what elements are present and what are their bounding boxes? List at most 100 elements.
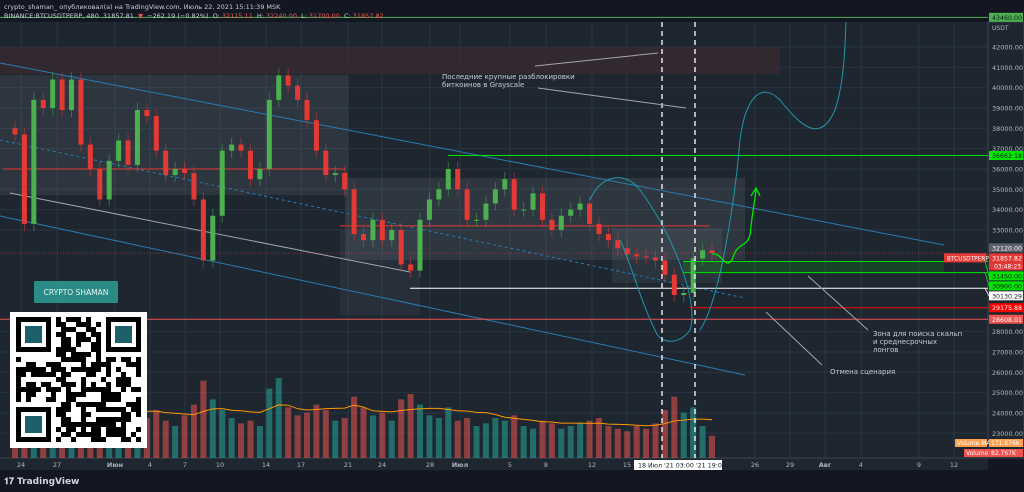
candle bbox=[87, 144, 93, 169]
price-label-box bbox=[989, 281, 1023, 291]
qr-module bbox=[61, 337, 66, 342]
qr-module bbox=[56, 412, 61, 417]
tradingview-logo[interactable]: 𝟏𝟕 TradingView bbox=[4, 477, 79, 487]
volume-bar bbox=[360, 407, 367, 458]
symbol-name[interactable]: BINANCE:BTCUSDTPERP, 480 bbox=[4, 12, 99, 20]
qr-module bbox=[101, 377, 106, 382]
volume-bar bbox=[605, 426, 612, 458]
qr-module bbox=[81, 422, 86, 427]
qr-module bbox=[91, 347, 96, 352]
candle bbox=[558, 215, 564, 230]
qr-module bbox=[96, 352, 101, 357]
qr-module bbox=[101, 407, 106, 412]
annotation-cancel: Отмена сценария bbox=[830, 368, 896, 376]
footer-bar bbox=[0, 470, 1024, 492]
candle bbox=[681, 292, 687, 296]
qr-module bbox=[46, 362, 51, 367]
volume-bar bbox=[511, 415, 518, 458]
qr-module bbox=[111, 417, 116, 422]
candle bbox=[568, 209, 574, 216]
qr-module bbox=[61, 422, 66, 427]
time-tick-label: 5 bbox=[508, 461, 512, 469]
price-label: 30900.00 bbox=[992, 283, 1022, 290]
qr-module bbox=[126, 412, 131, 417]
high-label: H: bbox=[256, 12, 264, 20]
qr-module bbox=[86, 422, 91, 427]
qr-module bbox=[86, 317, 91, 322]
qr-module bbox=[81, 407, 86, 412]
high-value: 32240.00 bbox=[265, 12, 297, 20]
tv-logo-text: TradingView bbox=[17, 477, 80, 487]
candle bbox=[417, 219, 423, 271]
price-tick-label: 36000.00 bbox=[992, 165, 1023, 173]
qr-module bbox=[126, 362, 131, 367]
qr-module bbox=[71, 367, 76, 372]
time-axis bbox=[0, 458, 988, 470]
volume-bar bbox=[454, 420, 461, 458]
qr-module bbox=[96, 337, 101, 342]
qr-module bbox=[31, 372, 36, 377]
qr-module bbox=[96, 332, 101, 337]
volume-bar bbox=[633, 426, 640, 458]
qr-module bbox=[66, 342, 71, 347]
qr-module bbox=[96, 407, 101, 412]
price-label-box bbox=[989, 151, 1023, 161]
qr-module bbox=[91, 382, 96, 387]
candle bbox=[671, 274, 677, 296]
qr-module bbox=[71, 327, 76, 332]
qr-module bbox=[56, 317, 61, 322]
volume-bar bbox=[247, 420, 254, 458]
qr-module bbox=[81, 332, 86, 337]
qr-module bbox=[76, 422, 81, 427]
candle bbox=[163, 150, 169, 176]
price-label-connector bbox=[984, 261, 990, 276]
qr-module bbox=[71, 347, 76, 352]
qr-module bbox=[41, 382, 46, 387]
qr-module bbox=[86, 372, 91, 377]
volume-bar bbox=[285, 407, 292, 458]
cyan-curve bbox=[699, 21, 847, 331]
volume-bar bbox=[520, 426, 527, 458]
time-tick-label: Июл bbox=[452, 461, 469, 469]
qr-module bbox=[71, 427, 76, 432]
qr-module bbox=[81, 377, 86, 382]
symbol-legend: BINANCE:BTCUSDTPERP, 480 31857.81 ▼ −262… bbox=[4, 12, 386, 20]
qr-module bbox=[21, 367, 26, 372]
qr-code bbox=[10, 312, 147, 448]
qr-module bbox=[61, 347, 66, 352]
volume-bar bbox=[162, 420, 169, 458]
volume-bar bbox=[228, 418, 235, 458]
candle bbox=[21, 134, 27, 224]
projection-arrow-icon bbox=[750, 186, 761, 197]
chart-background bbox=[0, 22, 1024, 458]
qr-module bbox=[111, 392, 116, 397]
qr-module bbox=[26, 362, 31, 367]
qr-module bbox=[56, 387, 61, 392]
candle bbox=[106, 160, 112, 200]
candle bbox=[125, 140, 131, 165]
price-tick-label: 41000.00 bbox=[992, 64, 1023, 72]
qr-module bbox=[111, 422, 116, 427]
volume-bar bbox=[661, 410, 668, 458]
candle bbox=[577, 203, 583, 210]
channel-top-line bbox=[0, 62, 945, 246]
time-tick-label: 7 bbox=[183, 461, 187, 469]
qr-module bbox=[51, 372, 56, 377]
volume-bar bbox=[492, 418, 499, 458]
time-tick-label: 4 bbox=[859, 461, 863, 469]
annotation-arrow bbox=[537, 87, 687, 109]
volume-bar bbox=[341, 418, 348, 458]
qr-module bbox=[106, 397, 111, 402]
price-label-box bbox=[989, 12, 1023, 22]
qr-module bbox=[121, 422, 126, 427]
qr-module bbox=[101, 392, 106, 397]
qr-module bbox=[66, 317, 71, 322]
qr-module bbox=[96, 322, 101, 327]
qr-module bbox=[61, 342, 66, 347]
price-tick-label: 26000.00 bbox=[992, 369, 1023, 377]
crypto-shaman-button[interactable]: CRYPTO SHAMAN bbox=[34, 281, 118, 303]
candle bbox=[474, 219, 480, 221]
qr-module bbox=[101, 362, 106, 367]
volume-bar bbox=[275, 378, 282, 458]
